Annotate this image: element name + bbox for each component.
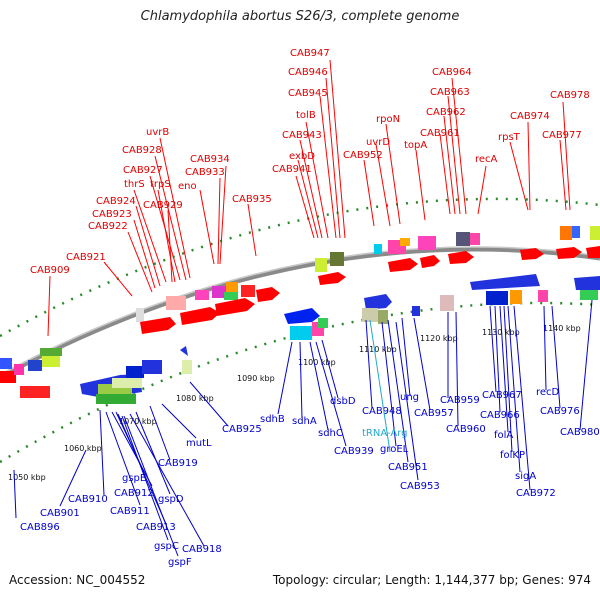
scale-label: 1140 kbp (543, 324, 581, 333)
gene-label: CAB952 (343, 150, 383, 161)
scale-label: 1080 kbp (176, 394, 214, 403)
accession-label: Accession: NC_004552 (9, 573, 146, 587)
gene-label: folKP (500, 450, 525, 461)
gene-label: CAB941 (272, 164, 312, 175)
gene-label: ung (400, 392, 419, 403)
gene-label: CAB913 (136, 522, 176, 533)
gene-label: CAB929 (143, 200, 183, 211)
gene-label: CAB911 (110, 506, 150, 517)
gene-label: folA (494, 430, 513, 441)
gene-label: CAB959 (440, 395, 480, 406)
scale-label: 1130 kbp (482, 328, 520, 337)
gene-label: CAB924 (96, 196, 136, 207)
figure-title: Chlamydophila abortus S26/3, complete ge… (140, 9, 460, 24)
scale-label: 1100 kbp (298, 358, 336, 367)
gene-label: exbD (289, 151, 315, 162)
gene-label: CAB909 (30, 265, 70, 276)
gene-label: CAB964 (432, 67, 472, 78)
gene-label: CAB947 (290, 48, 330, 59)
gene-label: CAB901 (40, 508, 80, 519)
gene-label: CAB925 (222, 424, 262, 435)
gene-label: sdhA (292, 416, 317, 427)
scale-label: 1050 kbp (8, 473, 46, 482)
forward-genes (0, 226, 600, 398)
gene-label: CAB967 (482, 390, 522, 401)
gene-label: CAB910 (68, 494, 108, 505)
gene-label: CAB945 (288, 88, 328, 99)
gene-label: trpS (150, 179, 171, 190)
gene-label: CAB923 (92, 209, 132, 220)
gene-label: gspD (158, 494, 184, 505)
gene-label: CAB912 (114, 488, 154, 499)
gene-label: eno (178, 181, 197, 192)
gene-label: tolB (296, 110, 316, 121)
gene-label: CAB972 (516, 488, 556, 499)
gene-label: gspC (154, 541, 179, 552)
gene-label: CAB921 (66, 252, 106, 263)
gene-label: CAB918 (182, 544, 222, 555)
gene-label: sigA (515, 471, 536, 482)
scale-labels: 1050 kbp 1060 kbp 1070 kbp 1080 kbp 1090… (8, 324, 581, 482)
genome-backbone (0, 246, 600, 380)
gene-label: CAB980 (560, 427, 600, 438)
gene-label: dsbD (330, 396, 356, 407)
gene-label: CAB939 (334, 446, 374, 457)
gene-label: CAB963 (430, 87, 470, 98)
gene-label: sdhC (318, 428, 343, 439)
gene-label: sdhB (260, 414, 285, 425)
reverse-genes (80, 274, 600, 404)
gene-label: recA (475, 154, 498, 165)
scale-label: 1110 kbp (359, 345, 397, 354)
gene-label: CAB943 (282, 130, 322, 141)
gene-label: CAB966 (480, 410, 520, 421)
genome-stats-label: Topology: circular; Length: 1,144,377 bp… (272, 573, 591, 587)
gene-label: CAB953 (400, 481, 440, 492)
scale-label: 1090 kbp (237, 374, 275, 383)
gene-label: CAB961 (420, 128, 460, 139)
gene-label: CAB976 (540, 406, 580, 417)
gene-label: CAB933 (185, 167, 225, 178)
gene-label: gspF (168, 557, 192, 568)
gene-label: CAB962 (426, 107, 466, 118)
gene-label: thrS (124, 179, 145, 190)
gene-label: CAB934 (190, 154, 230, 165)
reverse-leaders (13, 299, 593, 557)
gene-label: CAB922 (88, 221, 128, 232)
reverse-gene-labels: CAB896 CAB901 CAB910 CAB911 CAB912 gspE … (20, 387, 600, 568)
scale-label: 1070 kbp (119, 417, 157, 426)
gene-label: CAB919 (158, 458, 198, 469)
gene-label: CAB974 (510, 111, 550, 122)
gene-label: CAB960 (446, 424, 486, 435)
scale-label: 1060 kbp (64, 444, 102, 453)
trna-labels: tRNA-Arg (362, 319, 407, 453)
gene-label: CAB927 (123, 165, 163, 176)
gene-label: recD (536, 387, 560, 398)
gene-label: CAB896 (20, 522, 60, 533)
gene-label: CAB946 (288, 67, 328, 78)
gene-label: rpsT (498, 132, 521, 143)
gene-label: groEL (380, 444, 409, 455)
gene-label: CAB957 (414, 408, 454, 419)
forward-gene-labels: CAB947 CAB946 CAB945 tolB CAB943 exbD CA… (30, 48, 590, 276)
trna-label: tRNA-Arg (362, 428, 407, 439)
gene-label: gspE (122, 473, 146, 484)
genome-backbone-highlight (0, 246, 600, 376)
gene-label: CAB948 (362, 406, 402, 417)
gene-label: topA (404, 140, 427, 151)
gene-label: mutL (186, 438, 212, 449)
gene-label: CAB978 (550, 90, 590, 101)
gene-label: rpoN (376, 114, 400, 125)
gene-label: CAB935 (232, 194, 272, 205)
forward-leaders (47, 59, 571, 337)
scale-label: 1120 kbp (420, 334, 458, 343)
gene-label: uvrD (366, 137, 390, 148)
gene-label: uvrB (146, 127, 169, 138)
gene-label: CAB928 (122, 145, 162, 156)
gene-label: CAB951 (388, 462, 428, 473)
gene-label: CAB977 (542, 130, 582, 141)
